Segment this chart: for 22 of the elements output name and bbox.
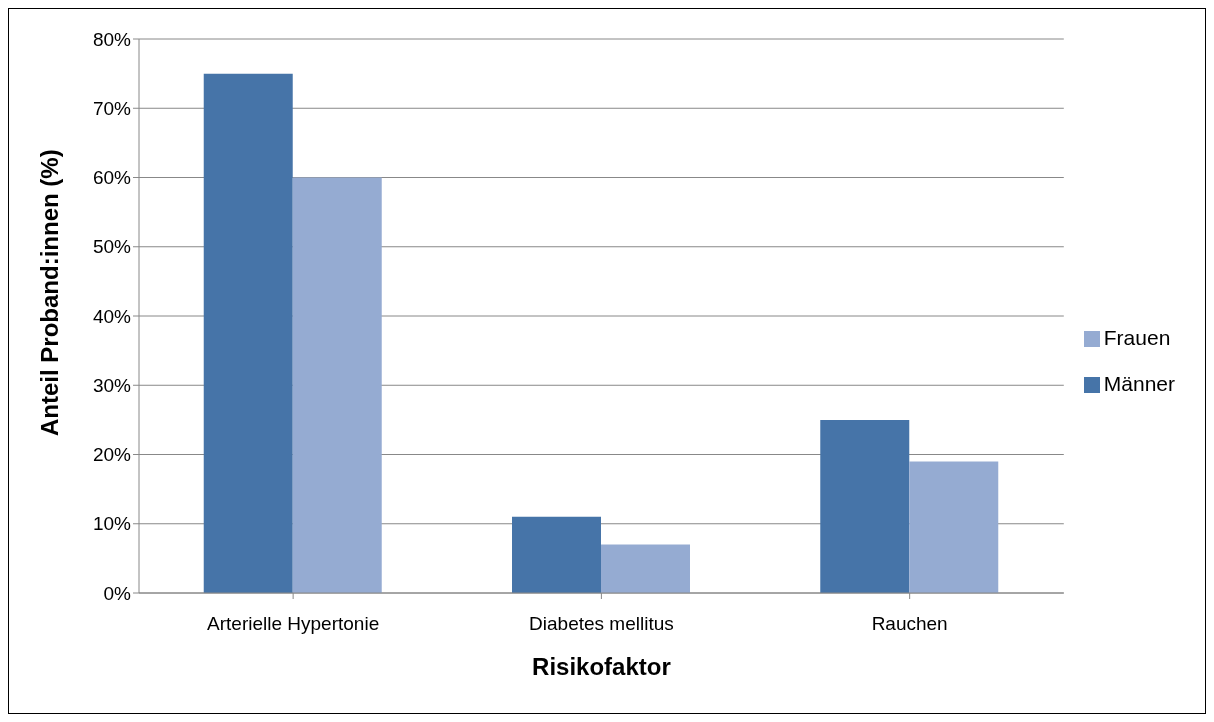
y-tick-label: 80% bbox=[92, 28, 132, 50]
bar bbox=[203, 73, 293, 593]
y-tick-label: 60% bbox=[92, 167, 132, 189]
y-tick-label: 20% bbox=[92, 444, 132, 466]
bar bbox=[512, 516, 601, 593]
y-axis-title: Anteil Proband:innen (%) bbox=[35, 149, 63, 436]
bar bbox=[820, 419, 910, 593]
y-tick-label: 30% bbox=[92, 374, 132, 396]
legend-label: Frauen bbox=[1103, 326, 1171, 349]
y-tick-label: 50% bbox=[92, 236, 132, 258]
x-tick-label: Arterielle Hypertonie bbox=[207, 613, 380, 635]
bar bbox=[601, 544, 690, 593]
x-axis-title: Risikofaktor bbox=[532, 653, 671, 680]
y-tick-label: 0% bbox=[103, 582, 132, 604]
legend-label: Männer bbox=[1103, 372, 1175, 395]
bar bbox=[909, 461, 999, 593]
y-tick-label: 10% bbox=[92, 513, 132, 535]
y-tick-label: 40% bbox=[92, 305, 132, 327]
y-tick-label: 70% bbox=[92, 98, 132, 119]
x-tick-label: Diabetes mellitus bbox=[529, 613, 674, 635]
bar bbox=[292, 177, 382, 593]
x-tick-label: Rauchen bbox=[871, 613, 948, 635]
